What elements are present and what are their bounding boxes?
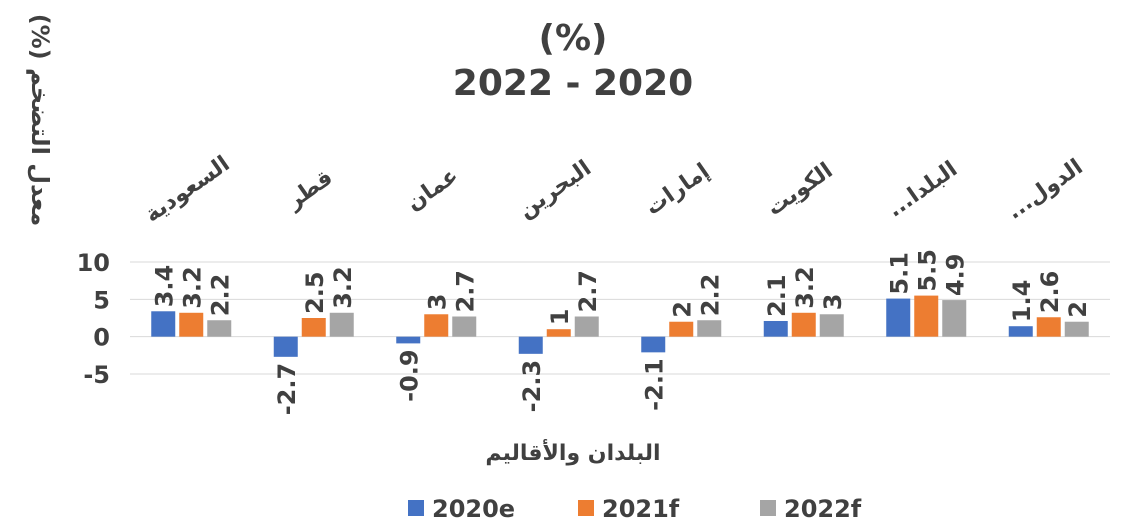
category-label-2: عمان: [402, 163, 463, 216]
data-label-2022f-3: 2.7: [574, 270, 602, 313]
data-label-2021f-6: 5.5: [913, 249, 941, 292]
data-label-2021f-0: 3.2: [178, 266, 206, 309]
data-label-2022f-1: 3.2: [329, 266, 357, 309]
bar-2020e-6: [886, 298, 911, 337]
legend: 2020e 2021f 2022f: [408, 495, 862, 523]
category-label-7: الدول...: [1002, 155, 1087, 225]
data-label-2022f-5: 3: [819, 294, 847, 311]
data-label-2022f-6: 4.9: [941, 254, 969, 297]
chart-title-line1: (%): [539, 18, 608, 59]
legend-swatch-2020e: [408, 500, 424, 516]
data-label-2022f-4: 2.2: [696, 274, 724, 317]
bar-2020e-5: [763, 320, 788, 337]
bar-2020e-3: [518, 336, 543, 354]
category-label-1: قطر: [282, 165, 338, 214]
data-label-2021f-4: 2: [668, 301, 696, 318]
data-label-2020e-2: -0.9: [395, 349, 423, 401]
category-label-3: البحرين: [514, 156, 596, 224]
legend-swatch-2022f: [760, 500, 776, 516]
data-label-2020e-1: -2.7: [273, 363, 301, 415]
bar-2021f-5: [791, 312, 816, 337]
data-label-2022f-7: 2: [1064, 301, 1092, 318]
bar-2020e-1: [273, 336, 298, 357]
bars: [151, 295, 1089, 357]
bar-2021f-6: [914, 295, 939, 337]
bar-2022f-7: [1064, 321, 1089, 337]
bar-2021f-3: [546, 329, 571, 337]
legend-label-2021f: 2021f: [602, 495, 680, 523]
category-label-0: السعودية: [141, 152, 235, 228]
data-label-2022f-2: 2.7: [451, 270, 479, 313]
y-axis-ticks: -5 0 5 10: [77, 249, 110, 389]
data-labels: 3.4-2.7 -0.9 -2.3 -2.12.15.11.43.2 2.5 31 23.2…: [150, 249, 1092, 415]
data-label-2021f-7: 2.6: [1036, 271, 1064, 314]
bar-2020e-2: [396, 336, 421, 344]
data-label-2021f-5: 3.2: [791, 266, 819, 309]
legend-label-2022f: 2022f: [784, 495, 862, 523]
bar-2021f-7: [1036, 317, 1061, 337]
bar-2022f-2: [452, 316, 477, 337]
category-label-5: الكويت: [763, 158, 838, 221]
bar-2022f-5: [819, 314, 844, 337]
data-label-2020e-4: -2.1: [640, 358, 668, 410]
data-label-2021f-2: 3: [423, 294, 451, 311]
y-tick-label-0: -5: [83, 361, 110, 389]
data-label-2020e-0: 3.4: [150, 265, 178, 308]
y-tick-label-2: 5: [93, 286, 110, 314]
category-labels: السعودية قطر عمان البحرين إمارات الكويت البلدا…: [141, 152, 1088, 228]
data-label-2021f-1: 2.5: [301, 271, 329, 314]
bar-2022f-1: [329, 312, 354, 337]
bar-2022f-3: [574, 316, 599, 337]
y-tick-label-3: 10: [77, 249, 110, 277]
category-label-4: إمارات: [641, 159, 714, 221]
category-label-6: البلدا...: [883, 157, 962, 223]
bar-2020e-0: [151, 311, 176, 337]
bar-2021f-1: [301, 318, 326, 337]
data-label-2022f-0: 2.2: [206, 274, 234, 317]
y-axis-label: معدل التضخم (%): [26, 14, 54, 227]
legend-label-2020e: 2020e: [432, 495, 515, 523]
bar-2021f-4: [669, 321, 694, 337]
data-label-2021f-3: 1: [546, 308, 574, 325]
bar-2021f-2: [424, 314, 449, 337]
data-label-2020e-7: 1.4: [1008, 280, 1036, 323]
y-tick-label-1: 0: [93, 324, 110, 352]
bar-2020e-7: [1008, 326, 1033, 337]
bar-2022f-0: [207, 320, 232, 337]
data-label-2020e-6: 5.1: [885, 252, 913, 295]
chart-title-line2: 2022 - 2020: [453, 63, 693, 104]
data-label-2020e-5: 2.1: [763, 274, 791, 317]
data-label-2020e-3: -2.3: [518, 360, 546, 412]
bar-2020e-4: [641, 336, 666, 353]
bar-2022f-4: [697, 320, 722, 337]
x-axis-label: البلدان والأقاليم: [485, 438, 660, 466]
bar-2021f-0: [179, 312, 204, 337]
bar-2022f-6: [942, 300, 967, 337]
legend-swatch-2021f: [578, 500, 594, 516]
